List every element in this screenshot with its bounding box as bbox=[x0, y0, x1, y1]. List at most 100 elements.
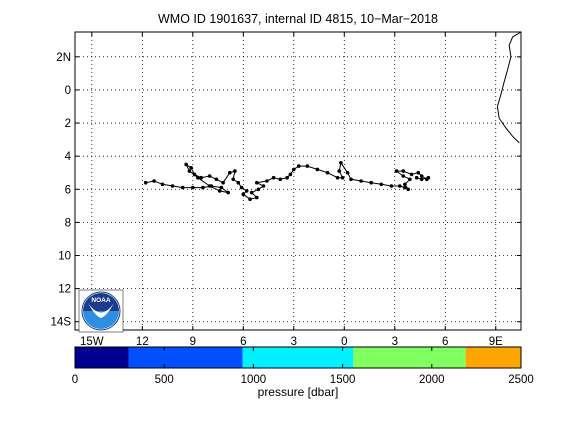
track-point bbox=[406, 187, 411, 192]
y-tick-label: 8 bbox=[65, 217, 71, 229]
track-point bbox=[207, 174, 212, 178]
track-point bbox=[288, 172, 293, 177]
track-point bbox=[394, 169, 399, 173]
track-point bbox=[349, 177, 353, 182]
track-point bbox=[285, 175, 289, 180]
colorbar-tick-label: 0 bbox=[72, 374, 78, 386]
track-point bbox=[170, 184, 175, 188]
track-point bbox=[239, 185, 244, 190]
y-tick-label: 12 bbox=[58, 284, 71, 296]
track-point bbox=[315, 167, 320, 172]
track-point bbox=[214, 177, 219, 182]
track-point bbox=[201, 185, 205, 190]
y-tick-label: 2 bbox=[65, 118, 71, 130]
track-point bbox=[143, 180, 148, 185]
track-point bbox=[337, 169, 342, 173]
track-point bbox=[187, 169, 192, 173]
y-tick-label: 14S bbox=[51, 317, 72, 329]
track-point bbox=[244, 189, 249, 193]
track-point bbox=[265, 179, 269, 183]
track-point bbox=[339, 161, 343, 165]
colorbar-band bbox=[353, 347, 466, 368]
noaa-logo-text: NOAA bbox=[91, 297, 110, 304]
track-point bbox=[256, 187, 261, 192]
track-point bbox=[261, 184, 266, 188]
track-point bbox=[345, 170, 350, 175]
track-point bbox=[369, 180, 374, 185]
colorbar-frame bbox=[74, 346, 522, 369]
track-point bbox=[254, 180, 259, 185]
track-point bbox=[184, 162, 188, 167]
y-axis-ticks: 2N 0 2 4 6 8 10 12 14S bbox=[51, 52, 521, 329]
track-point bbox=[359, 179, 363, 183]
track-point bbox=[389, 184, 394, 188]
track-point bbox=[419, 174, 424, 178]
track-point bbox=[271, 175, 276, 180]
track-point bbox=[416, 170, 421, 175]
colorbar-band bbox=[75, 347, 129, 368]
x-tick-label: 3 bbox=[392, 336, 398, 348]
map-title: WMO ID 1901637, internal ID 4815, 10−Mar… bbox=[158, 12, 438, 26]
colorbar-tick-label: 2000 bbox=[419, 374, 445, 386]
x-axis-ticks: 15W 12 9 6 3 0 3 6 9E bbox=[80, 32, 503, 348]
track-point bbox=[403, 182, 407, 187]
track-point bbox=[403, 185, 407, 190]
x-tick-label: 9 bbox=[190, 336, 196, 348]
track-point bbox=[325, 170, 330, 175]
track-point bbox=[297, 164, 301, 168]
track-point bbox=[191, 185, 195, 190]
y-tick-label: 10 bbox=[58, 251, 71, 263]
track-point bbox=[207, 184, 212, 188]
track-point bbox=[398, 184, 402, 188]
map-frame bbox=[74, 31, 522, 331]
y-tick-label: 4 bbox=[65, 151, 72, 163]
x-tick-label: 9E bbox=[489, 336, 503, 348]
float-track bbox=[143, 161, 431, 201]
track-point bbox=[152, 179, 156, 183]
colorbar-band bbox=[242, 347, 354, 368]
track-point bbox=[231, 177, 235, 182]
track-point bbox=[426, 175, 431, 180]
track-point bbox=[228, 170, 232, 175]
track-point bbox=[236, 180, 241, 185]
track-point bbox=[248, 197, 252, 201]
y-tick-label: 6 bbox=[65, 184, 71, 196]
track-point bbox=[401, 174, 406, 178]
track-point bbox=[335, 175, 340, 180]
track-point bbox=[217, 189, 222, 193]
track-point bbox=[249, 190, 254, 195]
coastline bbox=[496, 31, 522, 144]
colorbar-band bbox=[128, 347, 243, 368]
x-tick-label: 6 bbox=[240, 336, 246, 348]
track-point bbox=[305, 164, 310, 168]
colorbar-tick-label: 1500 bbox=[330, 374, 356, 386]
track-point bbox=[409, 172, 414, 177]
colorbar-tick-label: 2500 bbox=[508, 374, 534, 386]
colorbar-band bbox=[465, 347, 521, 368]
track-point bbox=[221, 180, 225, 185]
colorbar bbox=[75, 347, 521, 368]
track-point bbox=[199, 175, 203, 180]
track-point bbox=[180, 185, 185, 190]
track-point bbox=[189, 166, 193, 170]
track-point bbox=[192, 172, 197, 177]
y-tick-label: 0 bbox=[65, 85, 71, 97]
track-point bbox=[226, 190, 230, 195]
map-grid bbox=[75, 32, 521, 330]
track-point bbox=[196, 175, 200, 180]
track-point bbox=[292, 167, 296, 172]
colorbar-label: pressure [dbar] bbox=[258, 385, 339, 399]
track-point bbox=[379, 182, 384, 187]
track-point bbox=[408, 177, 412, 182]
track-point bbox=[401, 169, 406, 173]
x-tick-label: 0 bbox=[341, 336, 347, 348]
colorbar-ticks: 0 500 1000 1500 2000 2500 bbox=[72, 347, 534, 386]
track-point bbox=[233, 169, 237, 173]
colorbar-tick-label: 500 bbox=[155, 374, 174, 386]
track-point bbox=[160, 182, 165, 187]
noaa-logo: NOAA bbox=[78, 289, 124, 333]
x-tick-label: 12 bbox=[136, 336, 149, 348]
track-point bbox=[241, 192, 246, 196]
track-point bbox=[254, 195, 259, 200]
